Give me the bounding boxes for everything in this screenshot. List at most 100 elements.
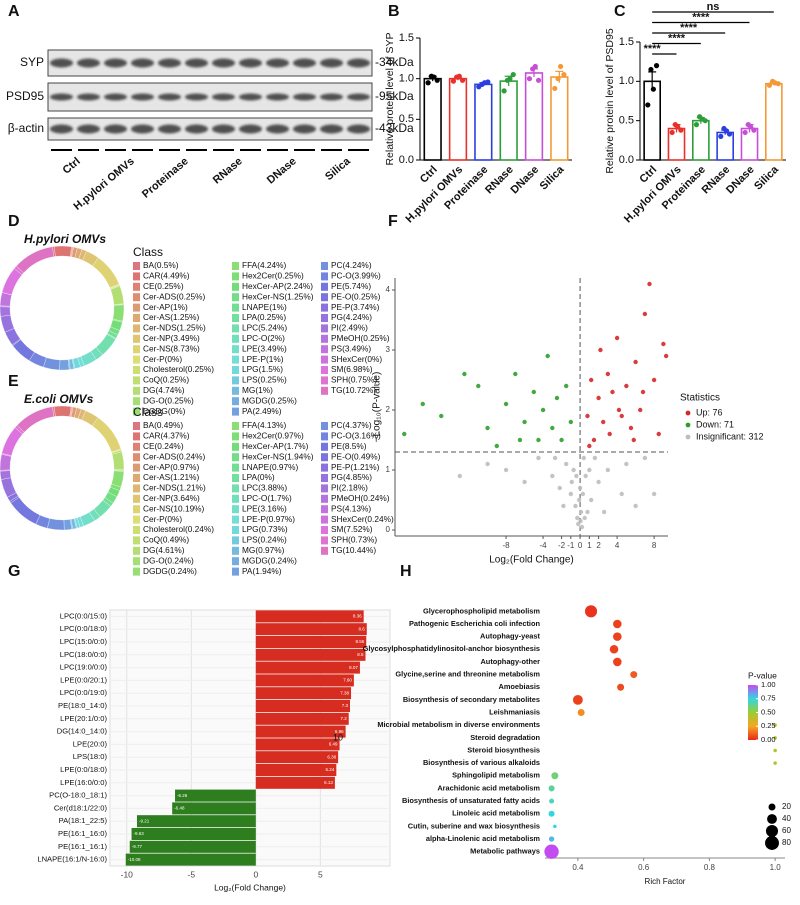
band [77, 93, 100, 101]
data-point [721, 125, 727, 132]
data-point [651, 377, 657, 383]
legend-label: LPG(1.5%) [242, 364, 283, 374]
legend-swatch [321, 474, 328, 482]
legend-label: Cer-AS(1.25%) [143, 312, 199, 322]
data-point [504, 77, 510, 83]
legend-label: SM(6.98%) [331, 364, 373, 374]
band [293, 124, 316, 134]
data-point [591, 437, 597, 443]
legend-swatch [232, 536, 239, 545]
data-point [601, 509, 607, 515]
value-label: 7.2 [340, 716, 347, 721]
y-tick-label: LPC(0:0/18:0) [60, 624, 108, 633]
legend-label: CE(0.24%) [143, 441, 184, 451]
legend-swatch [133, 432, 140, 441]
data-point [494, 443, 499, 449]
legend-swatch [232, 442, 239, 451]
legend-swatch [133, 536, 140, 545]
band [77, 58, 100, 68]
bar [131, 827, 256, 841]
bubble [609, 645, 619, 654]
data-point [610, 389, 615, 395]
legend-swatch [321, 422, 328, 430]
data-point [552, 455, 558, 461]
legend-swatch [232, 474, 239, 482]
y-tick-label: Leishmaniasis [489, 707, 540, 716]
y-tick-label: 0.5 [399, 113, 414, 125]
data-point [577, 485, 583, 491]
band [185, 93, 208, 101]
data-point [558, 63, 564, 70]
legend-swatch [232, 484, 239, 493]
y-tick-label: LPC(18:0/0:0) [60, 650, 108, 659]
value-label: -6.26 [177, 793, 188, 798]
value-label: -9.77 [132, 844, 143, 849]
legend-swatch [133, 314, 140, 322]
bar [255, 610, 364, 623]
legend-swatch [321, 293, 328, 302]
data-point [605, 371, 611, 377]
legend-label: TG(10.72%) [331, 385, 376, 395]
data-point [588, 377, 594, 383]
comparison-label: **** [668, 32, 686, 44]
data-point [588, 497, 594, 503]
bar [423, 77, 442, 161]
legend-label: LPS(0.25%) [242, 375, 287, 385]
legend-title: Statistics [680, 393, 720, 404]
blot-strip [47, 82, 373, 112]
legend-swatch [232, 355, 239, 364]
band [185, 58, 208, 68]
bubble [613, 619, 622, 629]
data-point [619, 413, 624, 419]
y-tick-label: Glycine,serine and threonine metabolism [395, 670, 540, 679]
legend-swatch [321, 303, 328, 312]
data-point [522, 479, 527, 485]
bar [765, 82, 783, 161]
x-tick-label: -10 [121, 869, 134, 879]
data-point [564, 461, 569, 467]
data-point [564, 383, 569, 389]
legend-swatch [321, 494, 328, 503]
legend-swatch [321, 386, 328, 395]
data-point [633, 503, 638, 509]
legend-swatch [133, 546, 140, 555]
x-axis-label: Log₂(Fold Change) [214, 882, 286, 892]
legend-label: BA(0.5%) [143, 260, 179, 270]
y-tick-label: Biosynthesis of various alkaloids [423, 758, 540, 767]
data-point [552, 85, 558, 92]
value-label: 6.49 [329, 742, 338, 747]
legend-label: PA(1.94%) [242, 566, 282, 576]
band [212, 124, 235, 134]
legend-swatch [321, 334, 328, 343]
legend-swatch [232, 303, 239, 312]
comparison-label: **** [680, 22, 698, 34]
legend-swatch [321, 515, 328, 524]
legend-label: PS(3.49%) [331, 343, 371, 353]
value-label: -10.08 [128, 857, 141, 862]
colorbar [748, 685, 758, 740]
legend-label: LPC(3.88%) [242, 483, 287, 493]
legend-label: CAR(4.49%) [143, 271, 190, 281]
legend-swatch [133, 334, 140, 343]
x-tick-label: 5 [318, 869, 323, 879]
legend-swatch [133, 453, 140, 462]
data-point [614, 335, 620, 341]
bubble [773, 748, 777, 753]
legend-swatch [232, 324, 239, 333]
data-point [569, 479, 574, 485]
legend-label: DGDG(0%) [143, 406, 186, 416]
band [158, 58, 181, 68]
blot-strip [47, 117, 373, 141]
data-point [585, 413, 590, 419]
subtitle: H.pylori OMVs [24, 232, 106, 246]
panel-label: G [8, 563, 20, 580]
size-label: -43kDa [375, 121, 414, 135]
value-label: 6.38 [327, 754, 336, 759]
y-tick-label: 0.0 [619, 154, 634, 166]
data-point [678, 127, 684, 133]
bubble [548, 810, 555, 817]
legend-swatch [133, 355, 140, 364]
legend-label: Cer-AP(0.97%) [143, 462, 199, 472]
band [131, 93, 154, 101]
legend-swatch [232, 345, 239, 354]
